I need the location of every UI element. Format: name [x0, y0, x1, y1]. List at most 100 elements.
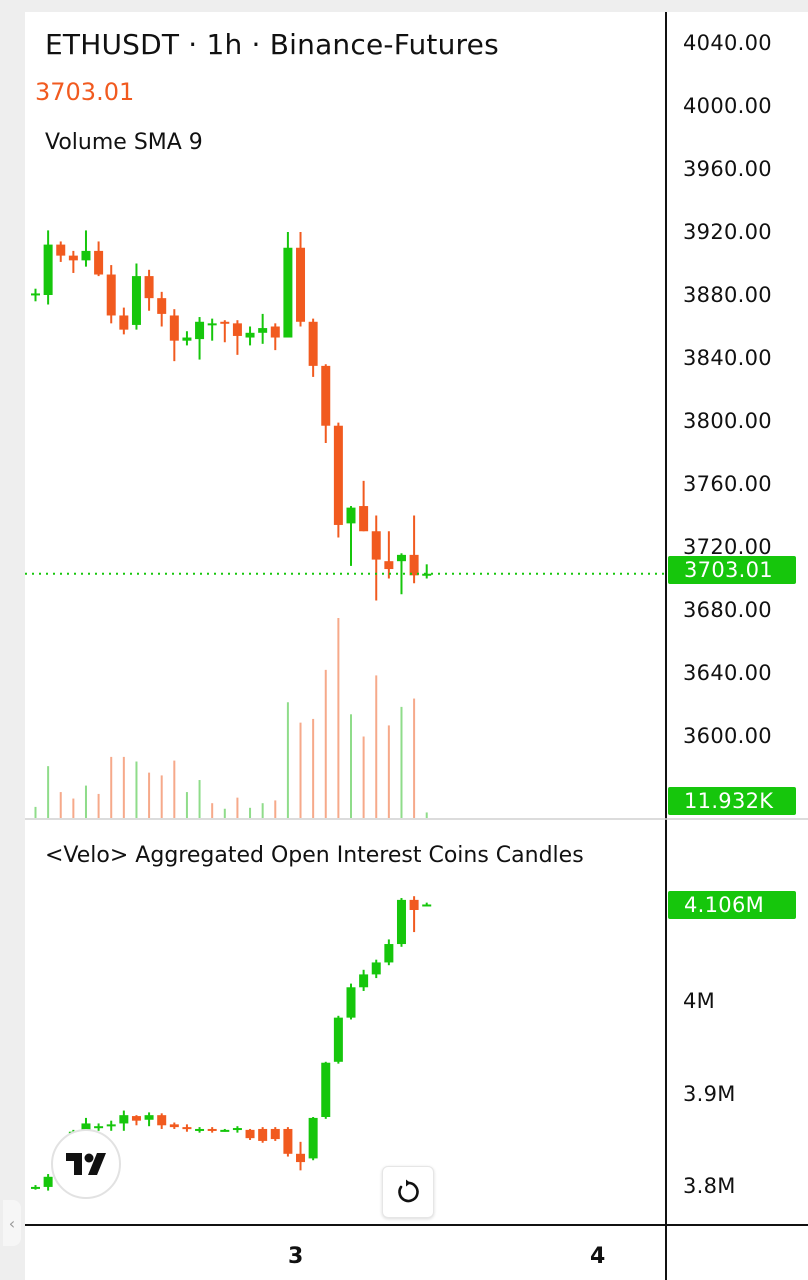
candle-body [131, 276, 141, 325]
oi-candle [422, 902, 432, 907]
oi-candle [409, 896, 419, 933]
price-candle [296, 232, 306, 327]
price-candle [422, 564, 432, 579]
price-candle [131, 263, 141, 330]
volume-bar [413, 698, 416, 818]
price-candle [409, 515, 419, 584]
candle-body [81, 1123, 91, 1131]
volume-bar [337, 618, 340, 818]
candle-body [409, 554, 419, 576]
candle-body [119, 315, 129, 330]
candle-body [43, 244, 53, 295]
volume-indicator-label[interactable]: Volume SMA 9 [45, 130, 203, 155]
candle-body [359, 506, 369, 532]
price-candle [270, 323, 280, 351]
volume-bar [400, 706, 403, 818]
price-candles-layer [31, 230, 432, 601]
oi-indicator-label[interactable]: <Velo> Aggregated Open Interest Coins Ca… [45, 843, 584, 868]
candle-body [131, 1116, 141, 1121]
price-candle [43, 230, 53, 305]
volume-bar [324, 669, 327, 818]
volume-bar [148, 772, 151, 818]
oi-candle [270, 1127, 280, 1141]
candle-body [384, 944, 394, 963]
tradingview-logo-button[interactable] [51, 1129, 121, 1199]
oi-value-tag: 4.106M [668, 891, 796, 919]
oi-tick: 3.8M [683, 1174, 736, 1198]
volume-bar [312, 718, 315, 818]
price-candle [346, 506, 356, 566]
candle-body [384, 561, 394, 570]
chart-canvas[interactable] [25, 12, 808, 1280]
volume-bar [122, 756, 125, 818]
candle-body [94, 250, 104, 275]
candle-body [207, 323, 217, 326]
volume-bar [173, 760, 176, 818]
candle-body [296, 1153, 306, 1163]
price-candle [220, 320, 230, 343]
price-candle [182, 331, 192, 346]
candle-body [321, 365, 331, 426]
candle-body [371, 531, 381, 560]
candle-body [232, 1128, 242, 1131]
candle-body [81, 250, 91, 261]
volume-bar [198, 780, 201, 818]
candle-body [245, 1129, 255, 1139]
candle-body [157, 298, 167, 314]
candle-body [157, 1115, 167, 1126]
price-candle [157, 291, 167, 327]
oi-candle [106, 1120, 116, 1131]
volume-bar [185, 792, 188, 818]
price-tick: 4000.00 [683, 94, 772, 118]
candle-body [308, 1117, 318, 1159]
reset-chart-button[interactable] [382, 1166, 434, 1218]
oi-candle [31, 1185, 40, 1190]
price-candle [245, 326, 255, 346]
price-tick: 3880.00 [683, 283, 772, 307]
volume-bar [34, 806, 37, 818]
candle-body [232, 323, 242, 336]
candle-body [333, 1017, 343, 1062]
candle-body [333, 425, 343, 525]
time-tick: 3 [288, 1244, 304, 1269]
candle-body [144, 276, 154, 299]
price-candle [94, 241, 104, 277]
price-candle [258, 313, 268, 344]
chart-title: ETHUSDT · 1h · Binance-Futures [45, 28, 499, 61]
volume-bar [110, 756, 113, 818]
candle-body [182, 1127, 192, 1130]
volume-bar [236, 797, 239, 818]
candle-body [68, 255, 78, 261]
candle-body [283, 247, 293, 338]
candle-body [207, 1128, 217, 1131]
candle-body [195, 321, 205, 340]
price-tick: 3600.00 [683, 724, 772, 748]
volume-bar [350, 714, 352, 818]
chevron-left-icon: ‹ [8, 1213, 16, 1233]
volume-bar [47, 766, 50, 818]
oi-candle [384, 939, 394, 966]
candle-body [308, 321, 318, 366]
price-candle [359, 480, 369, 532]
volume-bar [160, 775, 163, 818]
oi-candle [245, 1128, 255, 1140]
oi-candle [296, 1141, 306, 1171]
price-tick: 3800.00 [683, 409, 772, 433]
oi-candle [144, 1112, 154, 1127]
price-tick: 3720.00 [683, 535, 772, 559]
oi-candle [232, 1126, 242, 1133]
price-candle [283, 232, 293, 338]
oi-candle [308, 1117, 318, 1161]
oi-candle [283, 1127, 293, 1157]
volume-bar [362, 736, 365, 818]
candle-body [346, 507, 356, 524]
chart-card[interactable]: ETHUSDT · 1h · Binance-Futures 3703.01 V… [25, 12, 808, 1280]
price-candle [56, 241, 66, 262]
side-panel-handle[interactable]: ‹ [3, 1200, 21, 1246]
candle-body [31, 1186, 40, 1189]
candle-body [396, 554, 406, 562]
tradingview-logo-icon [66, 1153, 106, 1175]
oi-candle [207, 1127, 217, 1133]
volume-bar [299, 722, 302, 818]
candle-body [270, 1128, 280, 1140]
